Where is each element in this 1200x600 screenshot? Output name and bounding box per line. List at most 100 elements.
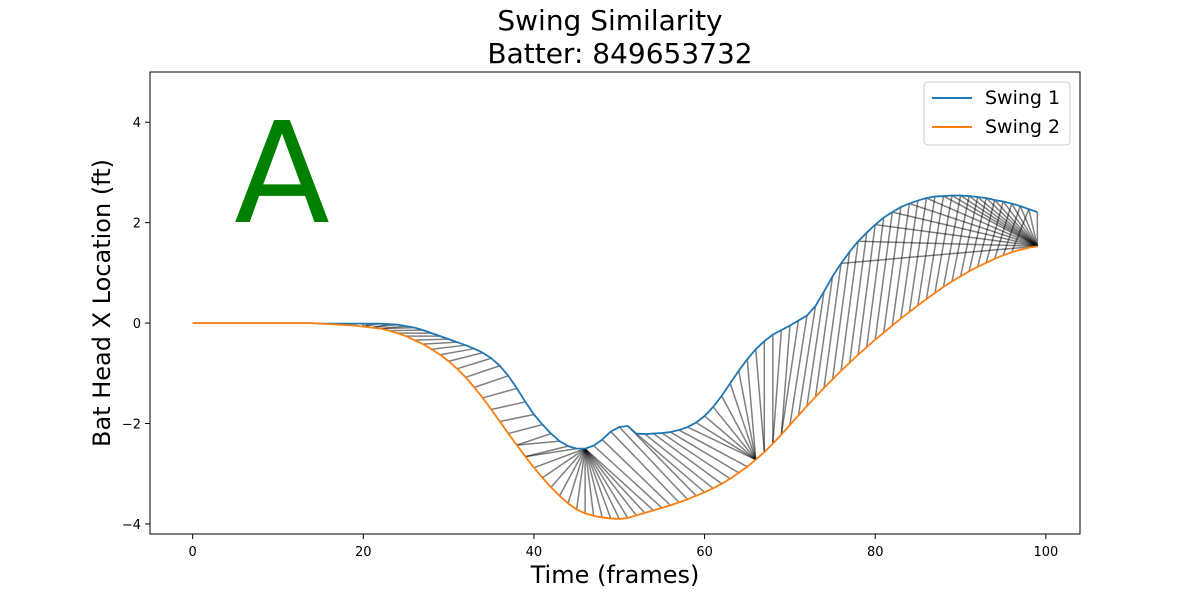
alignment-line [380,326,415,330]
y-tick-label: −4 [122,518,141,533]
x-tick-label: 40 [526,545,543,560]
alignment-line [567,448,586,504]
alignment-line [814,276,834,398]
alignment-line [542,448,586,479]
alignment-line [456,357,492,370]
alignment-line [806,291,825,407]
alignment-line [678,429,748,468]
y-axis-ticks: −4 −2 0 2 4 [122,116,150,533]
alignment-line [746,359,757,460]
x-tick-label: 80 [867,545,884,560]
alignment-line [831,251,851,380]
legend-label-swing-2: Swing 2 [985,116,1060,138]
alignment-lines [328,194,1039,520]
x-axis-label: Time (frames) [530,561,700,589]
x-tick-label: 60 [696,545,713,560]
alignment-line [865,217,885,348]
alignment-line [874,212,894,340]
alignment-line [737,370,757,460]
alignment-line [892,211,1038,247]
x-tick-label: 0 [189,545,197,560]
alignment-line [994,199,1038,247]
series-line-swing-2 [192,245,1038,520]
alignment-line [789,315,808,426]
alignment-line [652,432,723,485]
alignment-line [465,365,501,379]
alignment-line [627,425,697,497]
alignment-line [439,347,475,356]
chart-title: Swing Similarity [497,4,722,37]
chart-subtitle: Batter: 849653732 [487,37,752,70]
alignment-line [661,432,731,480]
alignment-line [858,240,1038,248]
alignment-line [533,447,586,469]
plot-area [149,71,1081,535]
alignment-line [584,448,629,519]
alignment-line [1011,203,1038,247]
alignment-line [575,448,586,510]
alignment-line [797,305,817,416]
alignment-line [977,196,1038,247]
alignment-line [841,245,1038,265]
alignment-line [1019,205,1039,247]
alignment-line [695,421,757,461]
alignment-line [925,195,945,300]
x-tick-label: 20 [355,545,372,560]
series-lines [192,194,1038,520]
legend: Swing 1 Swing 2 [923,81,1071,146]
alignment-line [508,423,543,435]
y-axis-label: Bat Head X Location (ft) [88,159,116,447]
alignment-line [755,349,766,453]
alignment-line [584,448,654,511]
alignment-line [687,426,757,461]
alignment-line [875,223,1038,247]
alignment-line [712,406,757,461]
alignment-line [550,448,586,488]
alignment-line [422,341,458,345]
alignment-line [584,448,646,514]
alignment-line [618,426,689,500]
alignment-line [900,200,919,319]
alignment-line [772,330,783,444]
alignment-line [985,197,1038,247]
panel-letter: A [234,93,330,256]
alignment-line [448,351,483,362]
alignment-line [960,194,1038,247]
alignment-line [926,197,1038,247]
alignment-line [601,439,671,506]
legend-label-swing-1: Swing 1 [985,87,1060,109]
alignment-line [482,387,518,399]
alignment-line [516,432,552,446]
alignment-line [848,232,868,363]
alignment-line [908,197,928,313]
alignment-line [584,448,637,516]
alignment-line [584,448,595,517]
y-tick-label: 0 [133,317,141,332]
alignment-line [558,448,586,497]
alignment-line [943,195,1038,247]
alignment-line [951,195,970,282]
alignment-line [729,383,757,460]
alignment-line [720,395,757,461]
alignment-line [1002,201,1038,247]
alignment-line [1028,208,1039,247]
alignment-line [584,448,603,518]
alignment-line [610,431,680,503]
alignment-line [584,448,612,519]
alignment-line [414,338,449,341]
alignment-line [823,263,842,388]
alignment-line [909,202,1038,247]
alignment-line [635,432,706,493]
alignment-line [499,413,535,423]
alignment-line [891,203,911,326]
alignment-line [968,195,1038,247]
alignment-line [951,194,1038,247]
x-tick-label: 100 [1033,545,1058,560]
alignment-line [388,329,424,332]
alignment-line [942,195,962,288]
alignment-line [593,445,663,509]
y-tick-label: −2 [122,418,141,433]
alignment-line [780,325,791,435]
y-tick-label: 2 [133,217,141,232]
